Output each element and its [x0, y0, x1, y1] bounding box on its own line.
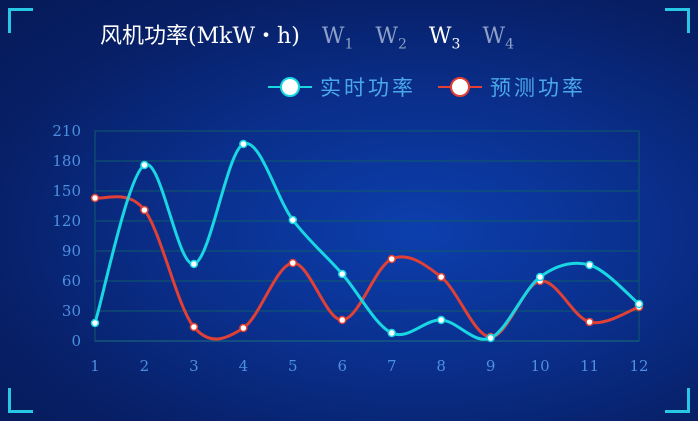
corner-decoration-bottom-left — [8, 388, 33, 413]
data-point-realtime — [585, 260, 594, 270]
x-tick-label: 7 — [387, 357, 397, 375]
data-point-realtime — [189, 259, 199, 269]
data-point-realtime — [535, 272, 545, 282]
x-tick-label: 5 — [288, 357, 298, 375]
data-point-forecast — [90, 193, 100, 203]
legend-label-realtime: 实时功率 — [320, 76, 416, 100]
data-point-forecast — [239, 323, 248, 333]
tab-w3[interactable]: W3 — [429, 24, 461, 52]
data-point-realtime — [436, 315, 446, 325]
y-tick-label: 150 — [52, 182, 81, 200]
legend-marker-realtime — [280, 77, 300, 97]
data-point-forecast — [387, 254, 396, 264]
y-tick-label: 210 — [52, 122, 81, 140]
corner-decoration-top-right — [665, 8, 690, 33]
x-tick-label: 10 — [531, 357, 550, 375]
data-point-realtime — [239, 139, 248, 149]
y-tick-label: 120 — [52, 212, 81, 230]
corner-decoration-top-left — [8, 8, 33, 33]
tab-w4-sub: 4 — [505, 36, 514, 53]
series-line-realtime — [93, 142, 640, 341]
corner-decoration-bottom-right — [665, 388, 690, 413]
tab-w4-label: W — [482, 24, 506, 49]
tab-w2-label: W — [375, 24, 398, 49]
legend-marker-forecast — [450, 77, 470, 97]
legend-item-realtime[interactable]: 实时功率 — [268, 72, 416, 102]
legend-label-forecast: 预测功率 — [490, 76, 586, 100]
data-point-realtime — [288, 215, 298, 225]
legend-swatch-realtime — [268, 75, 312, 99]
y-tick-label: 90 — [62, 242, 81, 260]
y-tick-label: 60 — [62, 272, 81, 290]
x-tick-label: 8 — [436, 357, 446, 375]
x-tick-label: 2 — [140, 357, 150, 375]
legend-swatch-forecast — [438, 75, 482, 99]
tab-w2-sub: 2 — [397, 36, 407, 53]
tab-w3-label: W — [428, 24, 452, 49]
data-point-forecast — [338, 315, 347, 325]
data-point-forecast — [288, 258, 298, 268]
y-tick-label: 0 — [71, 332, 81, 350]
tab-w4[interactable]: W4 — [482, 24, 514, 52]
data-point-realtime — [338, 269, 347, 279]
x-tick-label: 3 — [189, 357, 199, 375]
data-point-forecast — [585, 317, 594, 327]
data-point-forecast — [140, 205, 149, 215]
data-point-realtime — [486, 333, 495, 343]
tab-w1-sub: 1 — [344, 36, 354, 53]
x-tick-label: 1 — [90, 357, 100, 375]
data-point-realtime — [634, 299, 644, 309]
x-tick-label: 6 — [337, 357, 347, 375]
y-tick-label: 180 — [52, 152, 81, 170]
data-point-forecast — [189, 322, 199, 332]
x-tick-label: 11 — [580, 357, 599, 375]
tab-w3-sub: 3 — [451, 36, 461, 53]
x-tick-label: 9 — [486, 357, 496, 375]
header: 风机功率(MkW・h) W1 W2 W3 W4 — [100, 18, 514, 54]
data-point-forecast — [436, 272, 446, 282]
chart-title: 风机功率(MkW・h) — [100, 24, 300, 49]
data-point-realtime — [90, 318, 100, 328]
y-tick-label: 30 — [62, 302, 81, 320]
x-tick-label: 4 — [239, 357, 249, 375]
legend-item-forecast[interactable]: 预测功率 — [438, 72, 586, 102]
data-point-realtime — [140, 160, 149, 170]
tab-w2[interactable]: W2 — [375, 24, 407, 52]
data-point-realtime — [387, 328, 396, 338]
x-tick-label: 12 — [629, 357, 648, 375]
legend: 实时功率 预测功率 — [268, 72, 586, 102]
tab-w1[interactable]: W1 — [322, 24, 354, 52]
tab-w1-label: W — [321, 24, 345, 49]
